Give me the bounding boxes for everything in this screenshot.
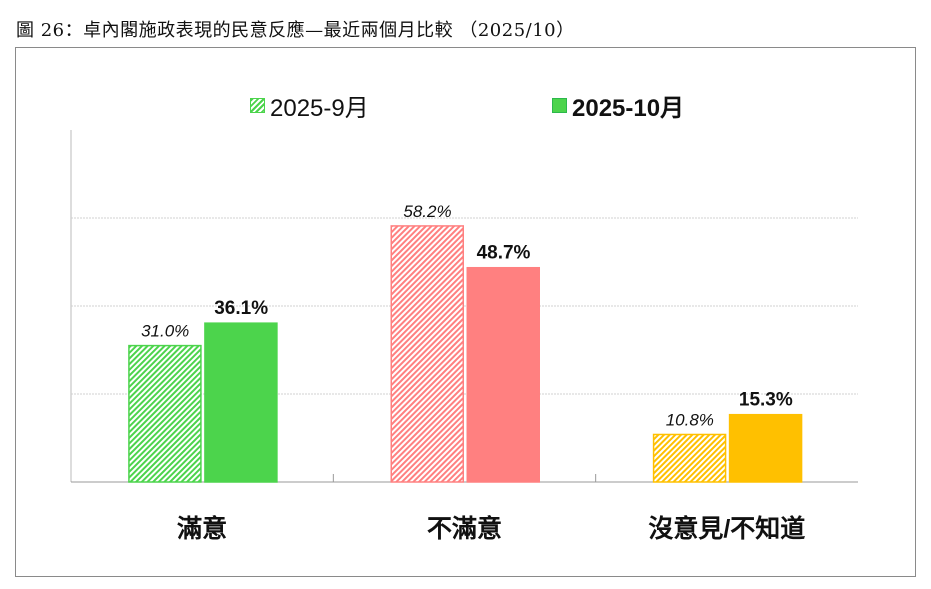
data-label: 58.2%	[403, 202, 451, 221]
legend-label: 2025-9月	[270, 95, 369, 122]
bar-oct	[204, 322, 278, 483]
category-label: 不滿意	[427, 514, 502, 543]
chart-frame	[15, 47, 916, 577]
legend-swatch-hatched	[250, 98, 265, 113]
data-label: 15.3%	[739, 390, 793, 411]
bar-sep	[128, 344, 202, 483]
data-label: 31.0%	[141, 322, 189, 341]
bar-oct	[466, 266, 540, 483]
bar-oct	[728, 413, 803, 483]
bar-sep	[652, 433, 727, 483]
data-label: 10.8%	[666, 410, 714, 429]
legend-item-oct: 2025-10月	[552, 88, 684, 123]
data-label: 36.1%	[214, 298, 268, 319]
figure-title: 圖 26：卓內閣施政表現的民意反應—最近兩個月比較 （2025/10）	[16, 20, 575, 41]
data-label: 48.7%	[477, 243, 531, 264]
legend-label: 2025-10月	[572, 95, 685, 122]
legend-swatch-solid	[552, 98, 567, 113]
category-label: 沒意見/不知道	[648, 514, 805, 543]
category-label: 滿意	[177, 514, 227, 543]
bar-sep	[390, 225, 464, 483]
legend-item-sep: 2025-9月	[250, 88, 369, 123]
